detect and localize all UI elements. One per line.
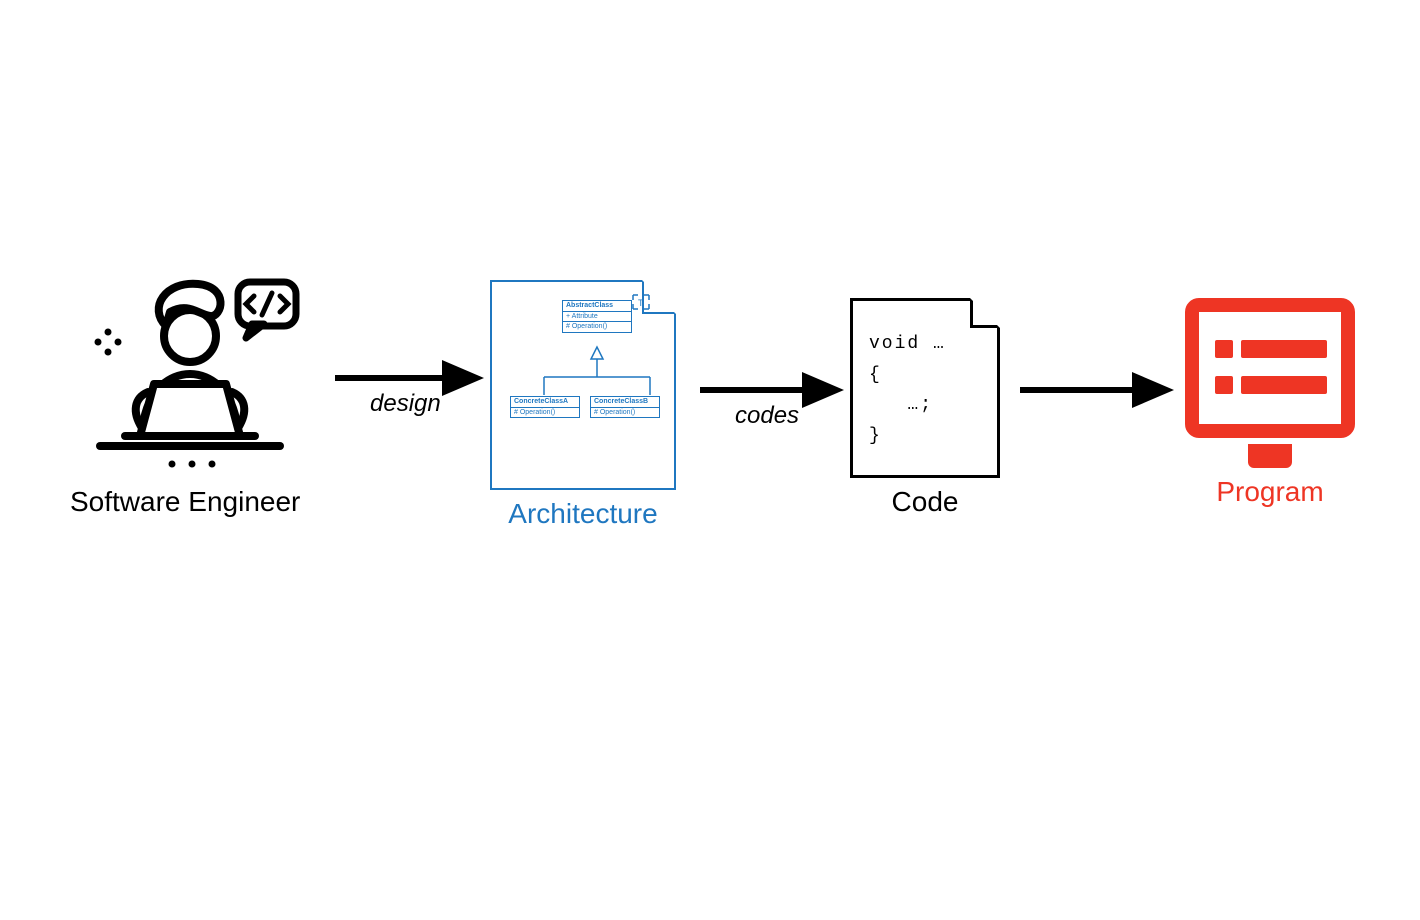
edge-label-codes: codes	[735, 402, 799, 430]
edge-label-design: design	[370, 390, 441, 418]
edges-layer	[0, 0, 1420, 920]
diagram-canvas: Software Engineer AbstractClass + Attrib…	[0, 0, 1420, 920]
